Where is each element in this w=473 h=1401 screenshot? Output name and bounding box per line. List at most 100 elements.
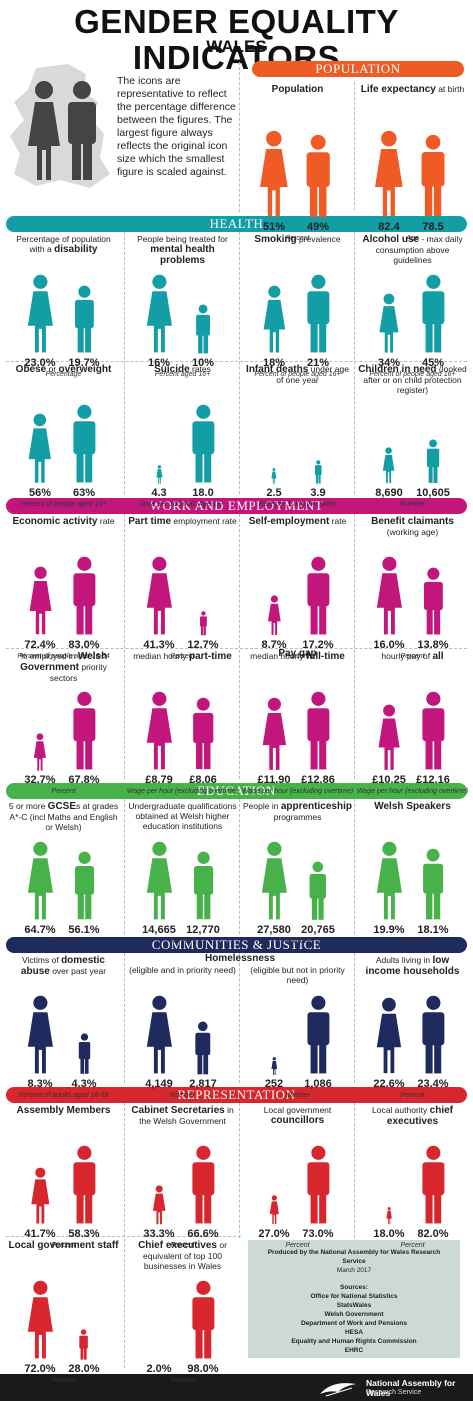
indicator-label-h3: Smoking prevalence <box>254 234 341 245</box>
male-value: 23.4% <box>417 1078 449 1090</box>
male-figure-icon <box>199 611 207 636</box>
male-value: 12,770 <box>186 924 220 936</box>
assembly-logo-icon <box>320 1383 356 1397</box>
footer-dept: Research Service <box>366 1389 422 1396</box>
female-figure-icon <box>28 413 52 483</box>
indicator-label-w8: hourly pay of all <box>381 651 444 662</box>
unit-label: Percent <box>400 653 425 660</box>
indicator-label-pop1: Population <box>271 84 324 95</box>
male-figure-icon <box>306 134 330 217</box>
male-figure-icon <box>73 404 95 483</box>
male-value: 67.8% <box>68 774 100 786</box>
male-value: 10,605 <box>416 487 450 499</box>
female-figure-icon <box>29 567 51 635</box>
produced-date: March 2017 <box>336 1267 372 1274</box>
unit-label: Wage per hour (excluding overtime) <box>356 788 469 795</box>
source-item: StatsWales <box>336 1302 372 1309</box>
male-value: 18.0 <box>192 487 214 499</box>
female-figure-icon <box>379 293 399 353</box>
unit-label: Percent <box>51 1242 76 1249</box>
female-value: 41.3% <box>143 639 175 651</box>
unit-label: Number <box>170 938 195 945</box>
divider <box>239 62 240 212</box>
unit-label: Wage per hour (excluding overtime) <box>241 788 354 795</box>
male-figure-icon <box>79 1329 89 1360</box>
female-value: 23.0% <box>24 357 56 369</box>
page-subtitle: WALES <box>206 37 267 56</box>
female-value: 14,665 <box>142 924 176 936</box>
unit-label: Number <box>400 501 425 508</box>
female-value: 8.7% <box>261 639 287 651</box>
female-figure-icon <box>152 1185 166 1225</box>
indicator-label-e3: People in apprenticeship programmes <box>243 801 352 822</box>
indicator-label-h8: Children in need (looked after or on chi… <box>358 364 467 395</box>
female-value: 2.0% <box>146 1363 172 1375</box>
indicator-label-c3: (eligible but not in priority need) <box>250 965 345 985</box>
female-figure-icon <box>386 1207 392 1225</box>
footer-bar: National Assembly for Wales Research Ser… <box>0 1374 473 1401</box>
indicator-label-w3: Self-employment rate <box>248 516 347 527</box>
section-banner-representation: REPRESENTATION <box>6 1087 467 1103</box>
male-figure-icon <box>314 460 322 484</box>
male-value: £12.16 <box>416 774 450 786</box>
male-figure-icon <box>196 304 210 353</box>
male-value: £8.06 <box>189 774 217 786</box>
unit-label: Percent <box>170 653 195 660</box>
female-figure-icon <box>146 995 172 1074</box>
male-figure-icon <box>426 439 440 484</box>
male-value: 82.0% <box>417 1228 449 1240</box>
indicator-label-e2: Undergraduate qualifications obtained at… <box>128 801 237 831</box>
male-value: 98.0% <box>187 1363 219 1375</box>
female-value: 34% <box>377 357 401 369</box>
unit-label: Percent of people aged 16+ <box>254 371 341 378</box>
male-figure-icon <box>422 1145 444 1224</box>
male-value: 21% <box>306 357 330 369</box>
unit-label: Percent <box>51 1377 76 1384</box>
unit-label: Percent <box>51 788 76 795</box>
female-figure-icon <box>27 1280 53 1359</box>
indicator-label-e4: Welsh Speakers <box>374 801 451 812</box>
female-figure-icon <box>262 697 286 770</box>
female-value: 18% <box>262 357 286 369</box>
male-value: 78.5 <box>422 221 444 233</box>
female-figure-icon <box>260 130 288 217</box>
female-figure-icon <box>33 732 47 771</box>
male-figure-icon <box>195 1021 211 1074</box>
homelessness-label: Homelessness <box>204 953 276 964</box>
female-figure-icon <box>383 447 395 484</box>
male-figure-icon <box>73 691 95 770</box>
unit-label: Percent of people aged 16+ <box>20 501 107 508</box>
male-value: 2,817 <box>189 1078 217 1090</box>
male-figure-icon <box>422 995 444 1074</box>
unit-label: Percent <box>285 653 310 660</box>
female-figure-icon <box>146 841 172 920</box>
male-value: 19.7% <box>68 357 100 369</box>
female-figure-icon <box>271 1056 277 1075</box>
male-figure-icon <box>307 691 329 770</box>
page-title: GENDER EQUALITY INDICATORS <box>74 3 399 76</box>
male-value: 49% <box>306 221 330 233</box>
intro-text: The icons are representative to reflect … <box>117 75 236 178</box>
female-value: 32.7% <box>24 774 56 786</box>
indicator-label-h4: Alcohol use - max daily consumption abov… <box>362 234 463 265</box>
female-value: 16.0% <box>373 639 405 651</box>
female-value: 22.6% <box>373 1078 405 1090</box>
male-value: 28.0% <box>68 1363 100 1375</box>
female-figure-icon <box>261 841 287 920</box>
female-value: 8,690 <box>375 487 403 499</box>
unit-label: Percent aged 16+ <box>154 371 211 378</box>
source-item: EHRC <box>344 1347 364 1354</box>
male-figure-icon <box>422 274 444 353</box>
indicator-label-w4: Benefit claimants (working age) <box>371 516 454 538</box>
male-figure-icon <box>307 1145 329 1224</box>
male-figure-icon <box>193 852 213 920</box>
indicator-label-r5: Local government staff <box>8 1240 119 1251</box>
female-figure-icon <box>30 1167 49 1224</box>
unit-label: Percent <box>400 938 425 945</box>
male-figure-icon <box>309 861 327 920</box>
female-figure-icon <box>375 130 403 217</box>
indicator-label-w6: median hourly part-time <box>133 651 232 662</box>
male-value: 12.7% <box>187 639 219 651</box>
unit-label: Percent of people aged 16-64 <box>17 653 110 660</box>
source-item: HESA <box>344 1329 364 1336</box>
